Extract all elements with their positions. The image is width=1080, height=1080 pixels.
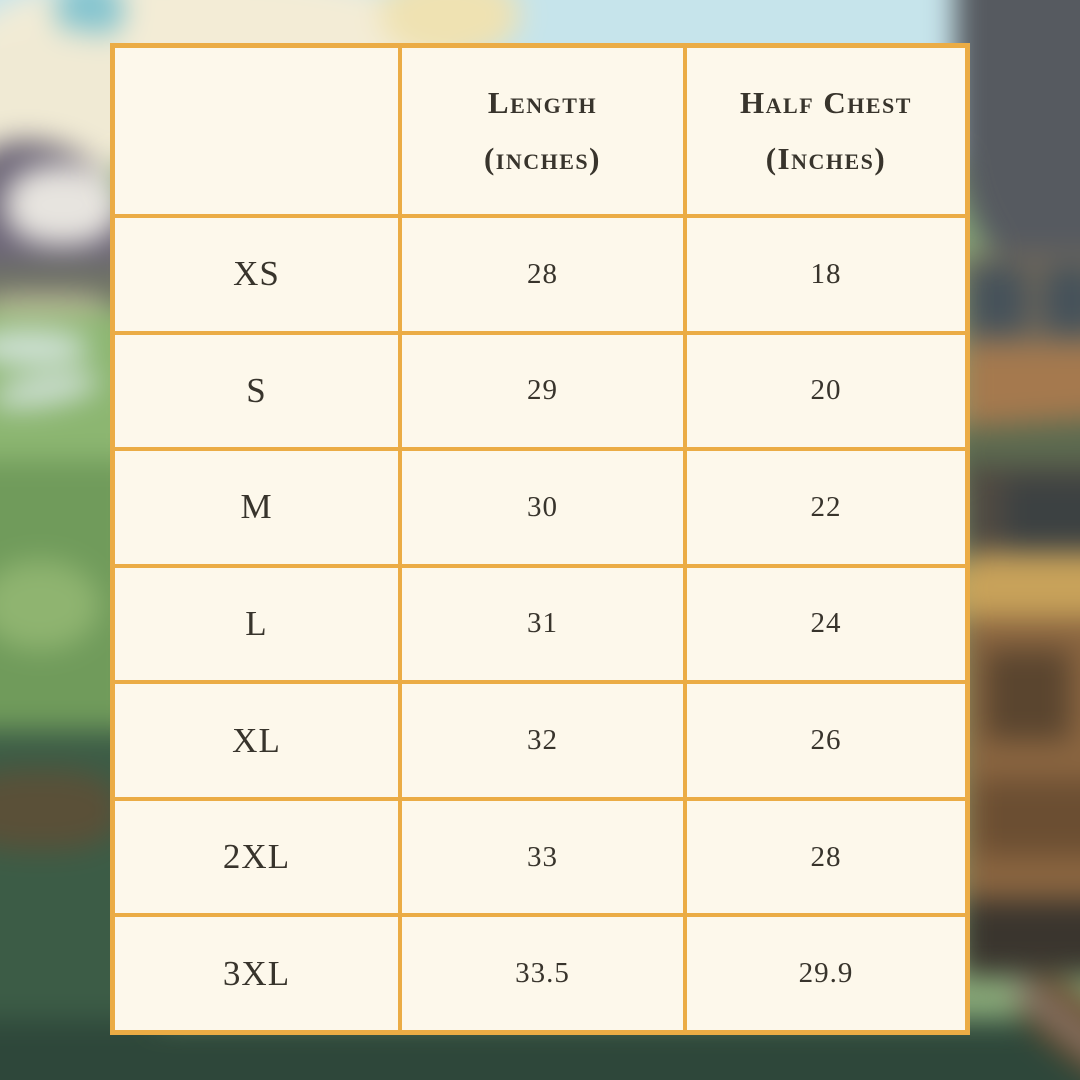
length-value-l: 31: [402, 567, 683, 681]
length-value-xs: 28: [402, 218, 683, 331]
header-empty-cell: [115, 48, 398, 214]
half-chest-value-xs: 18: [687, 218, 965, 331]
size-label-m: M: [115, 451, 398, 564]
half-chest-value-3xl: 29.9: [687, 917, 965, 1030]
header-length-line2: (inches): [483, 141, 601, 176]
column-header-half-chest: Half Chest (Inches): [687, 48, 965, 214]
size-label-2xl: 2XL: [115, 800, 398, 914]
bg-train-window: [1042, 265, 1080, 335]
column-header-length: Length (inches): [402, 48, 683, 214]
size-label-xs: XS: [115, 218, 398, 331]
header-half-chest-line1: Half Chest: [740, 85, 912, 120]
size-chart-table: Length (inches) Half Chest (Inches) XS 2…: [110, 43, 970, 1035]
half-chest-value-l: 24: [687, 567, 965, 681]
size-label-s: S: [115, 334, 398, 448]
length-value-xl: 32: [402, 684, 683, 797]
bg-train-smoke: [955, 0, 1080, 280]
length-value-s: 29: [402, 334, 683, 448]
half-chest-value-m: 22: [687, 451, 965, 564]
bg-field: [0, 560, 100, 650]
bg-grass: [0, 770, 120, 850]
bg-train-panel: [975, 780, 1080, 855]
length-value-3xl: 33.5: [402, 917, 683, 1030]
header-half-chest-line2: (Inches): [765, 141, 887, 176]
half-chest-value-xl: 26: [687, 684, 965, 797]
length-value-m: 30: [402, 451, 683, 564]
header-length-line1: Length: [487, 85, 598, 120]
bg-train-roof: [950, 552, 1080, 627]
size-label-3xl: 3XL: [115, 917, 398, 1030]
bg-train-window: [1005, 478, 1080, 558]
bg-train-window: [985, 650, 1070, 740]
size-label-l: L: [115, 567, 398, 681]
bg-train-undercarriage: [960, 900, 1080, 975]
length-value-2xl: 33: [402, 800, 683, 914]
half-chest-value-s: 20: [687, 334, 965, 448]
half-chest-value-2xl: 28: [687, 800, 965, 914]
bg-mountain-snow: [5, 165, 120, 245]
size-label-xl: XL: [115, 684, 398, 797]
bg-train-window: [968, 265, 1028, 335]
